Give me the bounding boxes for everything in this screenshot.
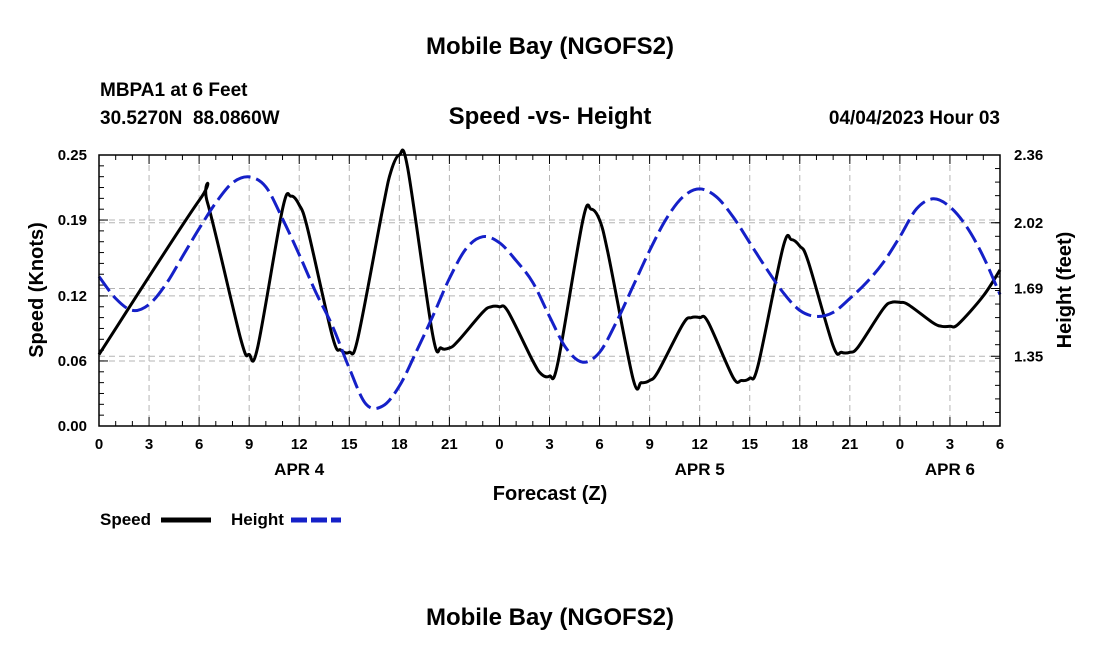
x-tick-label: 12 [691, 436, 708, 453]
x-tick-label: 0 [896, 436, 904, 453]
series-line-speed [97, 148, 1002, 391]
date-label: APR 4 [274, 460, 325, 479]
x-tick-label: 6 [996, 436, 1004, 453]
y2-tick-label: 2.36 [1014, 147, 1043, 164]
y2-tick-label: 1.35 [1014, 348, 1043, 365]
x-tick-label: 15 [341, 436, 358, 453]
x-axis-title: Forecast (Z) [493, 483, 607, 505]
y-tick-label: 0.06 [58, 353, 87, 370]
series-line-height [97, 175, 1002, 411]
x-tick-label: 21 [441, 436, 458, 453]
legend-label-height: Height [231, 510, 284, 529]
x-axis-tick-labels: 0 3 6 9 12 15 18 21 0 3 6 9 12 15 18 21 0 3 6 [95, 436, 1004, 453]
x-tick-label: 15 [741, 436, 758, 453]
station-coords: 30.5270N 88.0860W [100, 108, 280, 129]
date-label: APR 5 [675, 460, 725, 479]
y-tick-label: 0.19 [58, 212, 87, 229]
x-tick-label: 9 [245, 436, 253, 453]
y-tick-label: 0.12 [58, 288, 87, 305]
date-label: APR 6 [925, 460, 975, 479]
station-name: MBPA1 at 6 Feet [100, 80, 248, 101]
x-tick-label: 3 [145, 436, 153, 453]
x-tick-label: 9 [645, 436, 653, 453]
y-axis-title: Speed (Knots) [26, 222, 48, 358]
chart-title: Speed -vs- Height [449, 103, 652, 130]
y-tick-label: 0.00 [58, 418, 87, 435]
x-tick-label: 3 [545, 436, 553, 453]
x-tick-label: 0 [95, 436, 103, 453]
x-tick-label: 18 [791, 436, 808, 453]
bottom-title: Mobile Bay (NGOFS2) [426, 604, 674, 631]
left-axis-tick-labels: 0.00 0.06 0.12 0.19 0.25 [58, 147, 87, 435]
x-tick-label: 6 [595, 436, 603, 453]
legend: Speed Height [100, 510, 341, 529]
y2-tick-label: 1.69 [1014, 281, 1043, 298]
x-tick-label: 0 [495, 436, 503, 453]
grid-lines [99, 155, 1000, 426]
plot-frame [98, 154, 1001, 427]
top-title: Mobile Bay (NGOFS2) [426, 33, 674, 60]
forecast-datetime: 04/04/2023 Hour 03 [829, 108, 1000, 129]
y-tick-label: 0.25 [58, 147, 87, 164]
date-labels: APR 4 APR 5 APR 6 [274, 460, 975, 479]
x-tick-label: 6 [195, 436, 203, 453]
x-tick-label: 21 [841, 436, 858, 453]
x-tick-label: 18 [391, 436, 408, 453]
y2-axis-title: Height (feet) [1054, 232, 1076, 349]
y2-tick-label: 2.02 [1014, 215, 1043, 232]
x-tick-label: 12 [291, 436, 308, 453]
x-tick-label: 3 [946, 436, 954, 453]
right-axis-tick-labels: 1.35 1.69 2.02 2.36 [1014, 147, 1043, 365]
legend-label-speed: Speed [100, 510, 151, 529]
series-lines [97, 148, 1002, 411]
